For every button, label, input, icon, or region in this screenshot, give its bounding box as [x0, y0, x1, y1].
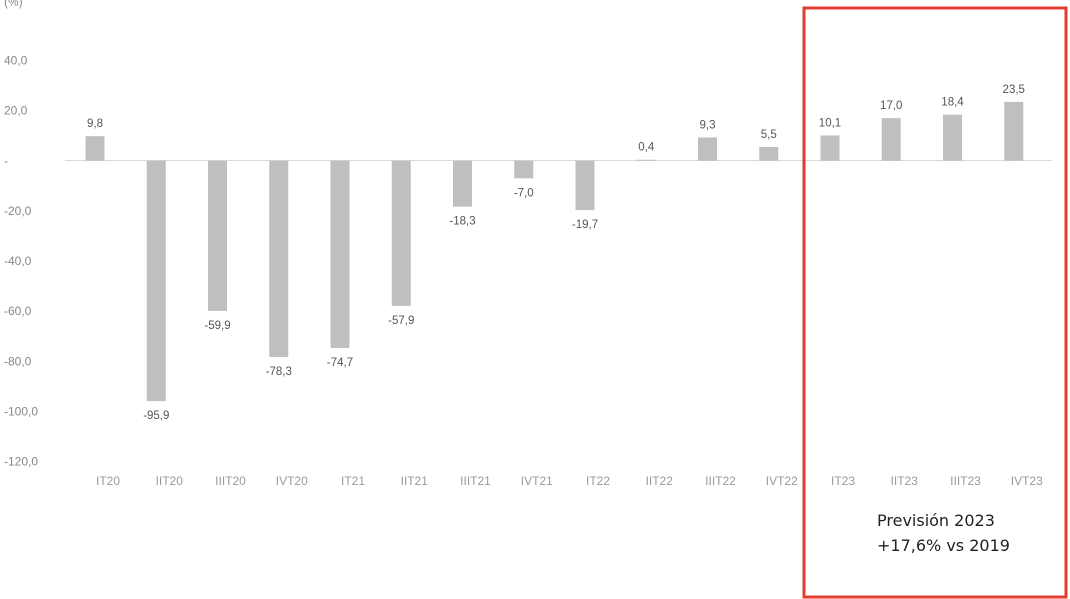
category-label-IIT21: IIT21 [401, 474, 429, 488]
category-label-IVT23: IVT23 [1011, 474, 1043, 488]
value-label-IVT22: 5,5 [761, 129, 777, 141]
y-axis: 40,0 20,0 - -20,0 -40,0 -60,0 -80,0 -100,0 -120,… [4, 54, 38, 469]
value-label-IT21: -74,7 [327, 357, 353, 369]
category-label-IIIT21: IIIT21 [460, 474, 491, 488]
value-label-IVT20: -78,3 [266, 366, 292, 378]
category-label-IVT22: IVT22 [766, 474, 798, 488]
category-label-IT22: IT22 [586, 474, 610, 488]
forecast-note-line-1: Previsión 2023 [877, 511, 995, 530]
forecast-note-line-2: +17,6% vs 2019 [877, 536, 1010, 555]
bar-IVT23 [1004, 101, 1024, 161]
bar-IVT20 [269, 160, 289, 357]
y-tick-label: 20,0 [4, 104, 28, 118]
category-label-IIT23: IIT23 [891, 474, 919, 488]
bar-IT21 [330, 160, 350, 348]
x-axis: IT20 IIT20 IIIT20 IVT20 IT21 IIT21 IIIT21 IVT21… [96, 474, 1043, 488]
unit-label: (%) [4, 0, 23, 9]
value-label-IIT21: -57,9 [388, 315, 414, 327]
bar-IIT20 [146, 160, 166, 402]
category-label-IVT21: IVT21 [521, 474, 553, 488]
bar-IT23 [820, 135, 840, 161]
y-tick-label: - [4, 154, 8, 168]
value-label-IT23: 10,1 [819, 117, 841, 129]
category-label-IIT22: IIT22 [646, 474, 674, 488]
bar-IIIT22 [698, 137, 717, 161]
category-label-IT20: IT20 [96, 474, 120, 488]
y-tick-label: -120,0 [4, 455, 38, 469]
y-tick-label: -60,0 [4, 304, 32, 318]
bar-IIT21 [391, 160, 411, 306]
category-label-IIIT22: IIIT22 [705, 474, 736, 488]
value-labels: 9,8 -95,9 -59,9 -78,3 -74,7 -57,9 -18,3 -7,0 -19… [87, 84, 1025, 422]
y-tick-label: -20,0 [4, 204, 32, 218]
value-label-IIT23: 17,0 [880, 100, 902, 112]
category-label-IIIT20: IIIT20 [215, 474, 246, 488]
value-label-IIIT21: -18,3 [449, 216, 475, 228]
value-label-IIIT20: -59,9 [204, 320, 230, 332]
bar-IT20 [85, 136, 105, 161]
bar-IIT22 [636, 159, 656, 161]
value-label-IIT20: -95,9 [143, 410, 169, 422]
y-tick-label: 40,0 [4, 54, 28, 68]
category-label-IIIT23: IIIT23 [950, 474, 981, 488]
bars [85, 101, 1024, 402]
bar-IT22 [575, 160, 595, 211]
category-label-IIT20: IIT20 [156, 474, 184, 488]
value-label-IT22: -19,7 [572, 219, 598, 231]
value-label-IIIT23: 18,4 [941, 97, 964, 109]
value-label-IVT23: 23,5 [1003, 84, 1025, 96]
value-label-IIIT22: 9,3 [700, 119, 716, 131]
bar-IIIT23 [943, 114, 962, 161]
value-label-IT20: 9,8 [87, 118, 103, 130]
y-tick-label: -40,0 [4, 254, 32, 268]
value-label-IVT21: -7,0 [514, 187, 534, 199]
bar-IIIT21 [453, 160, 472, 207]
category-label-IVT20: IVT20 [276, 474, 308, 488]
y-tick-label: -100,0 [4, 404, 38, 418]
bar-IIIT20 [208, 160, 227, 311]
y-tick-label: -80,0 [4, 354, 32, 368]
forecast-highlight-box [802, 6, 1068, 599]
bar-IIT23 [881, 118, 901, 161]
bar-IVT21 [514, 160, 534, 179]
value-label-IIT22: 0,4 [638, 142, 655, 154]
category-label-IT23: IT23 [831, 474, 855, 488]
category-label-IT21: IT21 [341, 474, 365, 488]
bar-IVT22 [759, 146, 779, 161]
